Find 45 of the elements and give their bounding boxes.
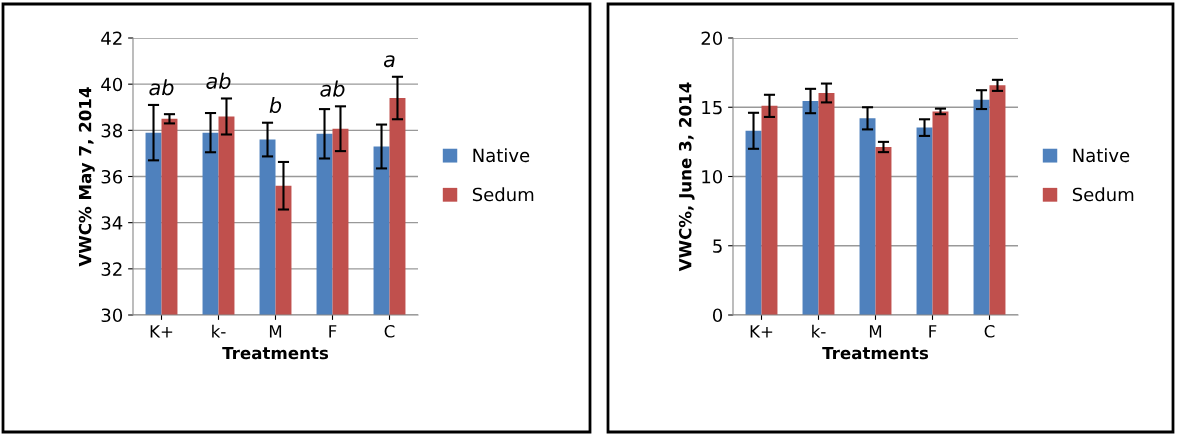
bar <box>745 130 762 315</box>
x-tick-label: K+ <box>150 325 173 338</box>
annotation: ab <box>206 72 231 89</box>
y-tick-label: 42 <box>101 31 122 45</box>
annotation: ab <box>320 80 345 97</box>
bar <box>875 147 892 315</box>
bar <box>859 118 876 315</box>
y-tick-label: 10 <box>702 169 723 184</box>
y-axis-title: VWC% May 7, 2014 <box>78 87 95 267</box>
legend-label: Sedum <box>1072 187 1134 202</box>
x-tick-label: k- <box>212 324 226 338</box>
bar <box>802 101 819 315</box>
y-tick-label: 36 <box>101 169 123 184</box>
bar <box>989 85 1006 315</box>
x-tick-label: k- <box>812 324 826 338</box>
annotation: b <box>269 97 282 114</box>
legend-label: Native <box>473 148 530 163</box>
y-axis-title: VWC%, June 3, 2014 <box>678 82 695 272</box>
x-tick-label: C <box>384 325 395 338</box>
y-tick-label: 15 <box>702 100 722 115</box>
x-axis-title: Treatments <box>222 346 329 360</box>
x-tick-label: K+ <box>750 325 773 338</box>
x-tick-label: M <box>869 325 882 338</box>
y-tick-label: 30 <box>101 308 123 323</box>
y-tick-label: 34 <box>101 216 123 230</box>
y-tick-label: 32 <box>101 262 122 276</box>
y-tick-label: 20 <box>701 31 723 46</box>
bar <box>916 127 933 315</box>
x-tick-label: F <box>929 325 937 338</box>
y-tick-label: 5 <box>713 239 722 253</box>
bar <box>973 99 990 315</box>
annotation: ab <box>149 79 174 96</box>
legend-label: Sedum <box>472 187 534 202</box>
y-tick-label: 40 <box>101 77 123 92</box>
x-tick-label: C <box>984 325 995 338</box>
y-tick-label: 38 <box>101 123 123 138</box>
bar <box>932 111 949 315</box>
x-tick-label: F <box>329 325 337 338</box>
x-tick-label: M <box>269 325 282 338</box>
bar <box>761 105 778 315</box>
y-tick-label: 0 <box>712 308 723 323</box>
legend-label: Native <box>1073 148 1130 163</box>
bar <box>818 92 835 315</box>
annotation: a <box>383 55 395 68</box>
x-axis-title: Treatments <box>822 346 929 360</box>
